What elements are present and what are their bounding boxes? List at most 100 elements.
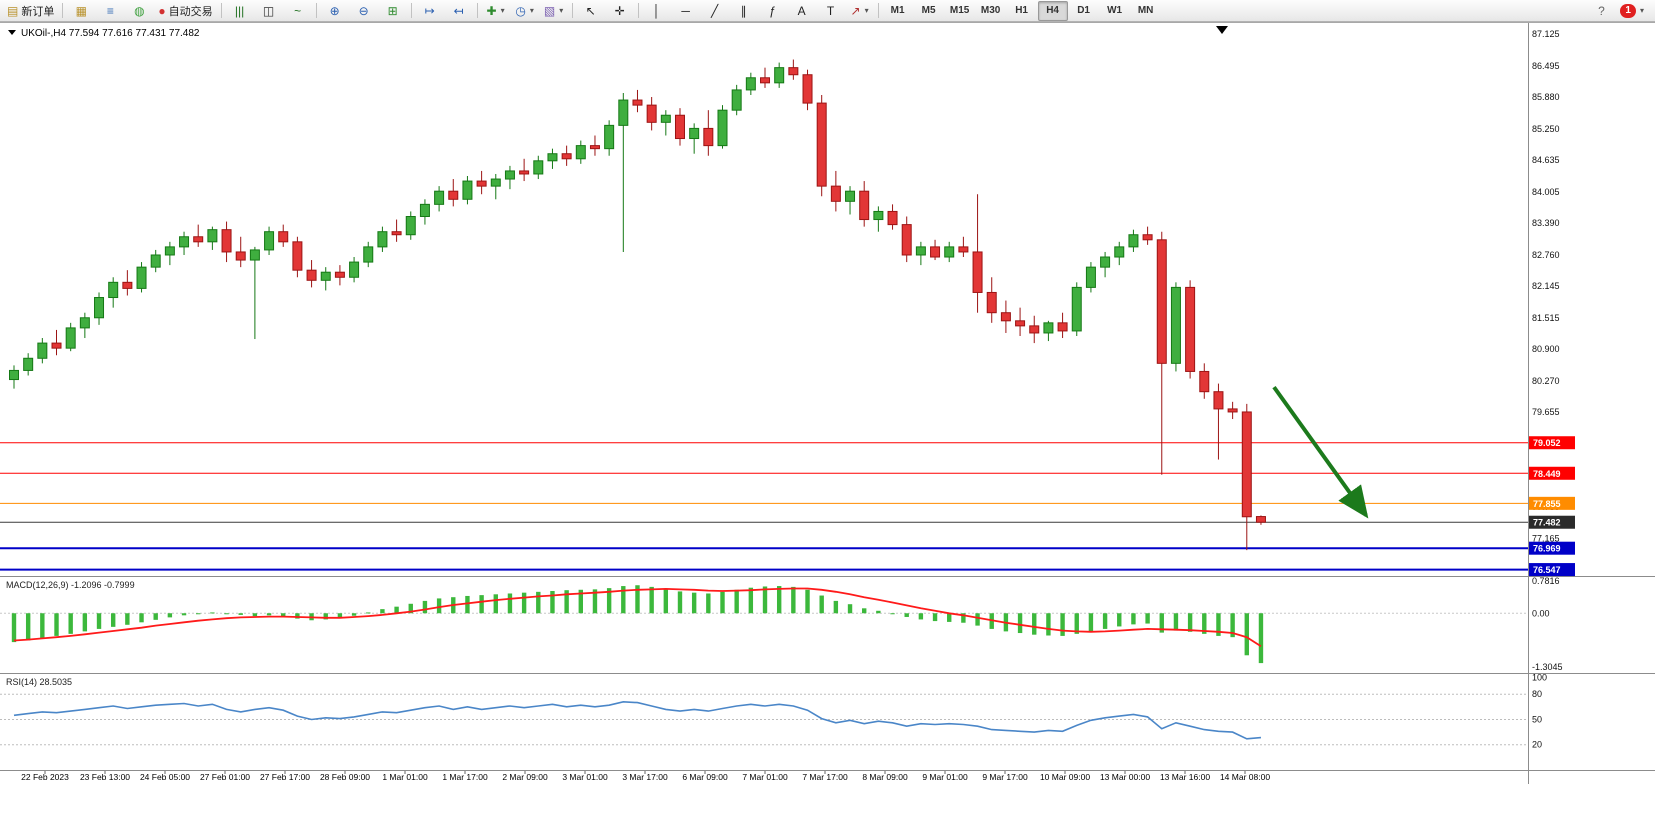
line-chart-button[interactable]: ~ — [284, 1, 312, 21]
macd-histogram-bar — [1088, 613, 1094, 632]
macd-signal-line — [13, 587, 1262, 647]
annotation-arrow-down[interactable] — [1272, 385, 1369, 519]
timeframe-button-m15[interactable]: M15 — [949, 5, 970, 16]
time-tick-label: 8 Mar 09:00 — [862, 772, 908, 782]
terminal-button[interactable]: ◍ — [125, 1, 153, 21]
macd-panel[interactable]: MACD(12,26,9) -1.2096 -0.7999 — [0, 580, 1528, 664]
autotrading-button[interactable]: ● 自动交易 — [154, 1, 216, 21]
macd-histogram-bar — [281, 613, 286, 617]
timeframe-button-w1[interactable]: W1 — [1107, 5, 1123, 16]
vertical-line-button[interactable]: │ — [643, 1, 671, 21]
timeframe-button-mn[interactable]: MN — [1137, 5, 1154, 16]
price-tick-label: 85.250 — [1532, 124, 1560, 134]
text-button[interactable]: A — [788, 1, 816, 21]
zoom-in-button[interactable]: ⊕ — [321, 1, 349, 21]
crosshair-button[interactable]: ✛ — [606, 1, 634, 21]
candle-body — [150, 254, 161, 268]
time-tick-label: 22 Feb 2023 — [21, 772, 69, 782]
market-watch-button[interactable]: ▦ — [67, 1, 95, 21]
macd-histogram-bar — [493, 594, 498, 614]
macd-histogram-bar — [96, 613, 102, 629]
horizontal-line-button[interactable]: ─ — [672, 1, 700, 21]
channel-button[interactable]: ∥ — [730, 1, 758, 21]
time-axis[interactable]: 22 Feb 2023 23 Feb 13:00 24 Feb 05:00 27 Fe… — [21, 771, 1270, 782]
fibonacci-icon: ƒ — [769, 3, 776, 18]
price-badges[interactable]: 79.052 78.449 77.855 77.482 76.969 76.547 — [1529, 436, 1575, 577]
candle-body — [37, 342, 48, 359]
macd-histogram-bar — [295, 613, 300, 619]
help-button[interactable]: ? — [1587, 1, 1615, 21]
chart-shift-button[interactable]: ↤ — [445, 1, 473, 21]
macd-histogram-bar — [1102, 613, 1108, 629]
candle-body — [703, 127, 714, 147]
notifications-button[interactable]: 1 ▾ — [1616, 1, 1648, 21]
macd-histogram-bar — [833, 600, 839, 614]
timeframe-button-d1[interactable]: D1 — [1077, 5, 1090, 16]
macd-histogram-bar — [592, 589, 598, 614]
candle-body — [1170, 286, 1181, 364]
chart-shift-marker[interactable] — [1216, 26, 1228, 34]
zoom-out-button[interactable]: ⊖ — [350, 1, 378, 21]
price-badge-text: 76.547 — [1533, 565, 1561, 575]
macd-histogram-bar — [918, 613, 924, 620]
macd-scale-label: -1.3045 — [1532, 662, 1563, 672]
timeframe-button-m5[interactable]: M5 — [921, 5, 936, 16]
price-chart[interactable]: 87.125 86.495 85.880 85.250 84.635 84.005 83.3… — [0, 22, 1655, 825]
trendline-button[interactable]: ╱ — [701, 1, 729, 21]
candle-body — [660, 114, 671, 123]
candlestick-chart-button[interactable]: ◫ — [255, 1, 283, 21]
macd-histogram-bar — [1159, 613, 1164, 633]
timeframe-button-h4[interactable]: H4 — [1037, 0, 1068, 21]
chart-window[interactable]: 87.125 86.495 85.880 85.250 84.635 84.005 83.3… — [0, 22, 1655, 825]
new-order-button[interactable]: ▤ 新订单 — [3, 1, 58, 21]
navigator-button[interactable]: ≡ — [96, 1, 124, 21]
templates-button[interactable]: ▧ ▾ — [540, 1, 568, 21]
candle-body — [419, 203, 430, 218]
price-tick-label: 77.165 — [1532, 533, 1560, 543]
candle-body — [391, 231, 402, 236]
tile-windows-button[interactable]: ⊞ — [379, 1, 407, 21]
macd-histogram-bar — [1131, 613, 1136, 625]
candle-body — [1185, 286, 1196, 372]
macd-histogram-bar — [125, 613, 130, 625]
candle-body — [887, 210, 898, 226]
candle-body — [462, 180, 473, 200]
line-chart-icon: ~ — [294, 3, 302, 18]
rsi-panel[interactable]: RSI(14) 28.5035 — [0, 677, 1528, 746]
candle-body — [23, 357, 34, 371]
fibonacci-button[interactable]: ƒ — [759, 1, 787, 21]
time-tick-label: 13 Mar 16:00 — [1160, 772, 1210, 782]
arrows-button[interactable]: ↗ ▾ — [846, 1, 874, 21]
macd-histogram-bar — [68, 613, 73, 634]
candle-body — [363, 246, 374, 263]
candle-body — [519, 170, 530, 175]
bar-chart-button[interactable]: ||| — [226, 1, 254, 21]
periods-button[interactable]: ◷ ▾ — [511, 1, 539, 21]
macd-histogram-bar — [408, 603, 413, 614]
price-tick-label: 84.635 — [1532, 155, 1560, 165]
one-click-trading-toggle-icon[interactable] — [8, 30, 16, 35]
candle-body — [1199, 370, 1210, 393]
price-tick-label: 87.125 — [1532, 29, 1560, 39]
auto-scroll-button[interactable]: ↦ — [416, 1, 444, 21]
horizontal-levels[interactable] — [0, 442, 1528, 571]
indicators-button[interactable]: ✚ ▾ — [482, 1, 510, 21]
price-badge-77.855 — [1529, 496, 1575, 510]
navigator-icon: ≡ — [106, 3, 114, 18]
macd-histogram-bar — [252, 613, 258, 617]
timeframe-button-m30[interactable]: M30 — [980, 5, 1001, 16]
macd-histogram-bar — [1032, 613, 1037, 635]
time-tick-label: 13 Mar 00:00 — [1100, 772, 1150, 782]
candle-body — [646, 104, 657, 123]
text-label-button[interactable]: T — [817, 1, 845, 21]
timeframe-button-m1[interactable]: M1 — [890, 5, 905, 16]
candle-body — [561, 153, 572, 160]
autotrading-button-label: 自动交易 — [168, 5, 213, 18]
market-watch-icon: ▦ — [75, 3, 88, 18]
macd-histogram-bar — [139, 613, 144, 623]
candles[interactable] — [9, 59, 1266, 551]
price-badge-text: 76.969 — [1533, 544, 1561, 554]
macd-histogram-bar — [337, 613, 343, 619]
timeframe-button-h1[interactable]: H1 — [1015, 5, 1028, 16]
cursor-button[interactable]: ↖ — [577, 1, 605, 21]
